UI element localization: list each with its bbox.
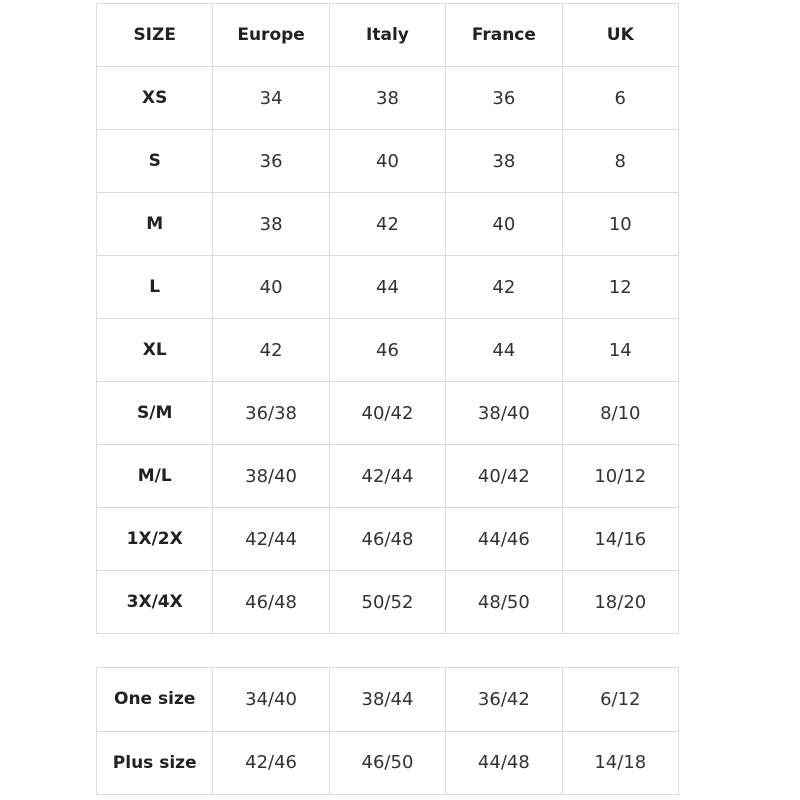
cell: 18/20 <box>561 570 680 634</box>
cell: 48/50 <box>445 570 563 634</box>
cell: 40 <box>445 192 563 256</box>
cell: 14 <box>561 318 680 382</box>
cell: 46/48 <box>328 507 447 571</box>
cell: 14/16 <box>561 507 680 571</box>
row-label: One size <box>95 667 214 732</box>
cell: 38/44 <box>328 667 447 732</box>
cell: 36/42 <box>445 667 563 732</box>
table-row: Plus size 42/46 46/50 44/48 14/18 <box>95 730 680 795</box>
table-row: L 40 44 42 12 <box>95 255 680 319</box>
row-label: M <box>95 192 214 256</box>
cell: 6/12 <box>561 667 680 732</box>
cell: Europe <box>212 3 330 67</box>
header-row: SIZE Europe Italy France UK <box>95 3 680 67</box>
table-row: M/L 38/40 42/44 40/42 10/12 <box>95 444 680 508</box>
cell: 34/40 <box>212 667 330 732</box>
cell: 44 <box>328 255 447 319</box>
cell: 42/44 <box>328 444 447 508</box>
cell: 42/46 <box>212 730 330 795</box>
cell: 42 <box>445 255 563 319</box>
cell: Italy <box>328 3 447 67</box>
cell: 8 <box>561 129 680 193</box>
cell: UK <box>561 3 680 67</box>
cell: France <box>445 3 563 67</box>
cell: 40/42 <box>328 381 447 445</box>
cell: 46/48 <box>212 570 330 634</box>
cell: 36 <box>212 129 330 193</box>
row-label: 1X/2X <box>95 507 214 571</box>
row-label: SIZE <box>95 3 214 67</box>
cell: 36/38 <box>212 381 330 445</box>
row-label: S/M <box>95 381 214 445</box>
cell: 36 <box>445 66 563 130</box>
row-label: L <box>95 255 214 319</box>
table-row: XS 34 38 36 6 <box>95 66 680 130</box>
cell: 46 <box>328 318 447 382</box>
cell: 38 <box>328 66 447 130</box>
cell: 44/48 <box>445 730 563 795</box>
table-row: One size 34/40 38/44 36/42 6/12 <box>95 667 680 732</box>
cell: 38 <box>212 192 330 256</box>
cell: 44 <box>445 318 563 382</box>
cell: 34 <box>212 66 330 130</box>
cell: 38/40 <box>212 444 330 508</box>
size-table: SIZE Europe Italy France UK XS 34 38 36 6 S 36 40 38 8… <box>95 3 680 634</box>
cell: 44/46 <box>445 507 563 571</box>
table-row: S/M 36/38 40/42 38/40 8/10 <box>95 381 680 445</box>
row-label: S <box>95 129 214 193</box>
cell: 10 <box>561 192 680 256</box>
cell: 42 <box>328 192 447 256</box>
row-label: XS <box>95 66 214 130</box>
cell: 12 <box>561 255 680 319</box>
table-row: 3X/4X 46/48 50/52 48/50 18/20 <box>95 570 680 634</box>
cell: 42/44 <box>212 507 330 571</box>
cell: 40 <box>212 255 330 319</box>
cell: 50/52 <box>328 570 447 634</box>
cell: 40/42 <box>445 444 563 508</box>
row-label: XL <box>95 318 214 382</box>
extra-size-table: One size 34/40 38/44 36/42 6/12 Plus size 42/4… <box>95 667 680 795</box>
cell: 14/18 <box>561 730 680 795</box>
table-row: S 36 40 38 8 <box>95 129 680 193</box>
cell: 10/12 <box>561 444 680 508</box>
table-row: XL 42 46 44 14 <box>95 318 680 382</box>
cell: 40 <box>328 129 447 193</box>
cell: 38/40 <box>445 381 563 445</box>
cell: 42 <box>212 318 330 382</box>
cell: 6 <box>561 66 680 130</box>
row-label: Plus size <box>95 730 214 795</box>
cell: 8/10 <box>561 381 680 445</box>
cell: 46/50 <box>328 730 447 795</box>
cell: 38 <box>445 129 563 193</box>
table-row: M 38 42 40 10 <box>95 192 680 256</box>
table-row: 1X/2X 42/44 46/48 44/46 14/16 <box>95 507 680 571</box>
row-label: 3X/4X <box>95 570 214 634</box>
row-label: M/L <box>95 444 214 508</box>
